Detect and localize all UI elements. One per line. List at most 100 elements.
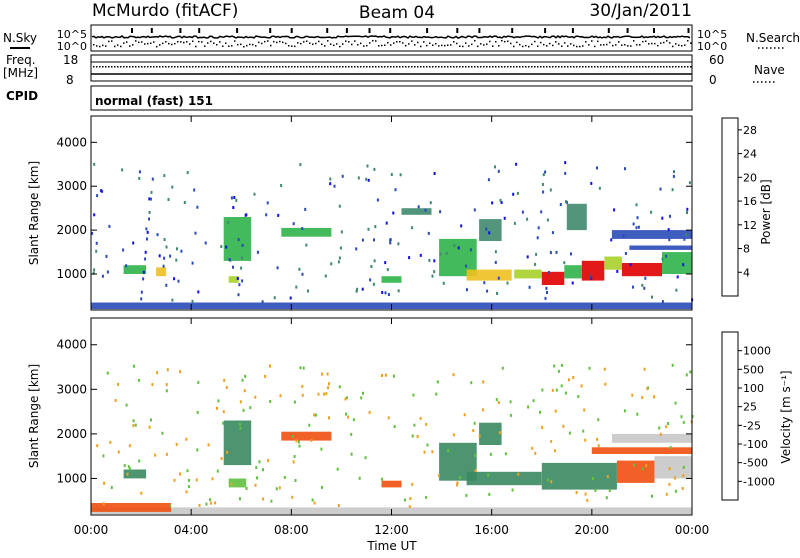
velocity-speckle	[344, 397, 347, 401]
freq-dot	[270, 66, 272, 68]
velocity-speckle	[297, 440, 300, 444]
power-speckle	[228, 258, 231, 261]
colorbar-tick-label: 1000	[743, 345, 771, 358]
nsearch-dot	[477, 45, 479, 48]
power-speckle	[486, 289, 489, 293]
power-panel-data	[91, 161, 694, 310]
power-speckle	[590, 181, 593, 185]
power-speckle	[149, 197, 152, 201]
velocity-speckle	[659, 432, 662, 436]
power-speckle	[487, 178, 490, 182]
freq-strip-trace	[91, 61, 692, 75]
power-speckle	[261, 300, 264, 304]
nsearch-dot	[432, 44, 434, 46]
nsearch-dot	[156, 45, 158, 48]
power-speckle	[373, 259, 376, 263]
velocity-region	[611, 433, 692, 443]
freq-dot	[360, 66, 362, 68]
power-speckle	[227, 220, 230, 224]
freq-dot	[540, 66, 542, 68]
nsearch-dot	[120, 45, 122, 48]
noise-spike	[269, 28, 272, 33]
freq-dot	[336, 66, 338, 68]
power-region	[156, 267, 167, 277]
velocity-speckle	[220, 457, 223, 461]
power-speckle	[232, 265, 234, 269]
velocity-speckle	[179, 472, 181, 476]
velocity-speckle	[230, 482, 233, 486]
power-speckle	[439, 210, 442, 214]
velocity-colorbar: 1000 500 100 25 -25 -100 -500 -1000	[721, 331, 775, 501]
freq-dot	[564, 66, 566, 68]
nsearch-dot	[393, 42, 395, 44]
velocity-speckle	[256, 476, 258, 480]
power-speckle	[542, 173, 545, 177]
power-speckle	[512, 192, 515, 196]
freq-dot	[138, 66, 140, 68]
power-speckle	[667, 228, 670, 232]
freq-dot	[420, 66, 422, 68]
colorbar-tick-label: 500	[743, 363, 764, 376]
freq-dot	[381, 66, 383, 68]
nsearch-dot	[534, 40, 536, 43]
power-speckle	[439, 252, 442, 256]
power-speckle	[497, 276, 500, 280]
y-tick-label: 4000	[56, 135, 87, 149]
nsearch-dot	[357, 44, 359, 46]
power-speckle	[330, 262, 333, 266]
nsearch-dot	[342, 43, 344, 45]
velocity-speckle	[150, 418, 152, 422]
nsearch-dot	[516, 41, 518, 44]
nsearch-dot	[240, 43, 242, 46]
power-speckle	[100, 189, 103, 193]
power-speckle	[329, 177, 332, 181]
beam-title: Beam 04	[359, 3, 435, 23]
power-speckle	[266, 201, 269, 205]
power-speckle	[433, 270, 436, 274]
y-tick-label: 4000	[56, 338, 87, 352]
nsearch-dot	[510, 42, 512, 45]
velocity-speckle	[185, 437, 188, 441]
freq-dot	[384, 66, 386, 68]
freq-dot	[114, 66, 116, 68]
noise-spike	[544, 28, 547, 33]
power-speckle	[144, 257, 147, 261]
velocity-speckle	[681, 487, 684, 490]
freq-dot	[159, 66, 161, 68]
power-speckle	[516, 191, 519, 195]
nsearch-dot	[291, 45, 293, 47]
noise-spike	[198, 28, 201, 33]
freq-dot	[177, 66, 179, 68]
colorbar-tick-label: -25	[743, 419, 761, 432]
freq-dot	[660, 66, 662, 68]
power-speckle	[688, 181, 691, 185]
power-speckle	[253, 192, 256, 196]
power-speckle	[357, 176, 360, 180]
power-speckle	[384, 291, 387, 295]
freq-dot	[234, 66, 236, 68]
velocity-speckle	[103, 481, 106, 485]
velocity-speckle	[254, 483, 257, 487]
power-speckle	[373, 167, 376, 171]
velocity-speckle	[419, 416, 422, 420]
power-speckle	[301, 272, 304, 276]
power-speckle	[650, 210, 653, 214]
velocity-speckle	[267, 459, 270, 463]
freq-dot	[255, 66, 257, 68]
noise-strip-trace	[91, 28, 692, 48]
power-speckle	[549, 251, 552, 255]
nsearch-dot	[132, 44, 134, 46]
colorbar-tick-label: -500	[743, 457, 768, 470]
freq-dot	[510, 66, 512, 68]
velocity-speckle	[368, 410, 371, 414]
freq-dot	[444, 66, 446, 68]
power-speckle	[165, 283, 168, 287]
power-speckle	[469, 248, 472, 252]
velocity-speckle	[425, 495, 428, 499]
power-speckle	[397, 289, 400, 293]
nsearch-dot	[630, 45, 632, 47]
velocity-speckle	[225, 385, 228, 389]
freq-bottom-tick: 8	[66, 73, 74, 87]
freq-dot	[528, 66, 530, 68]
